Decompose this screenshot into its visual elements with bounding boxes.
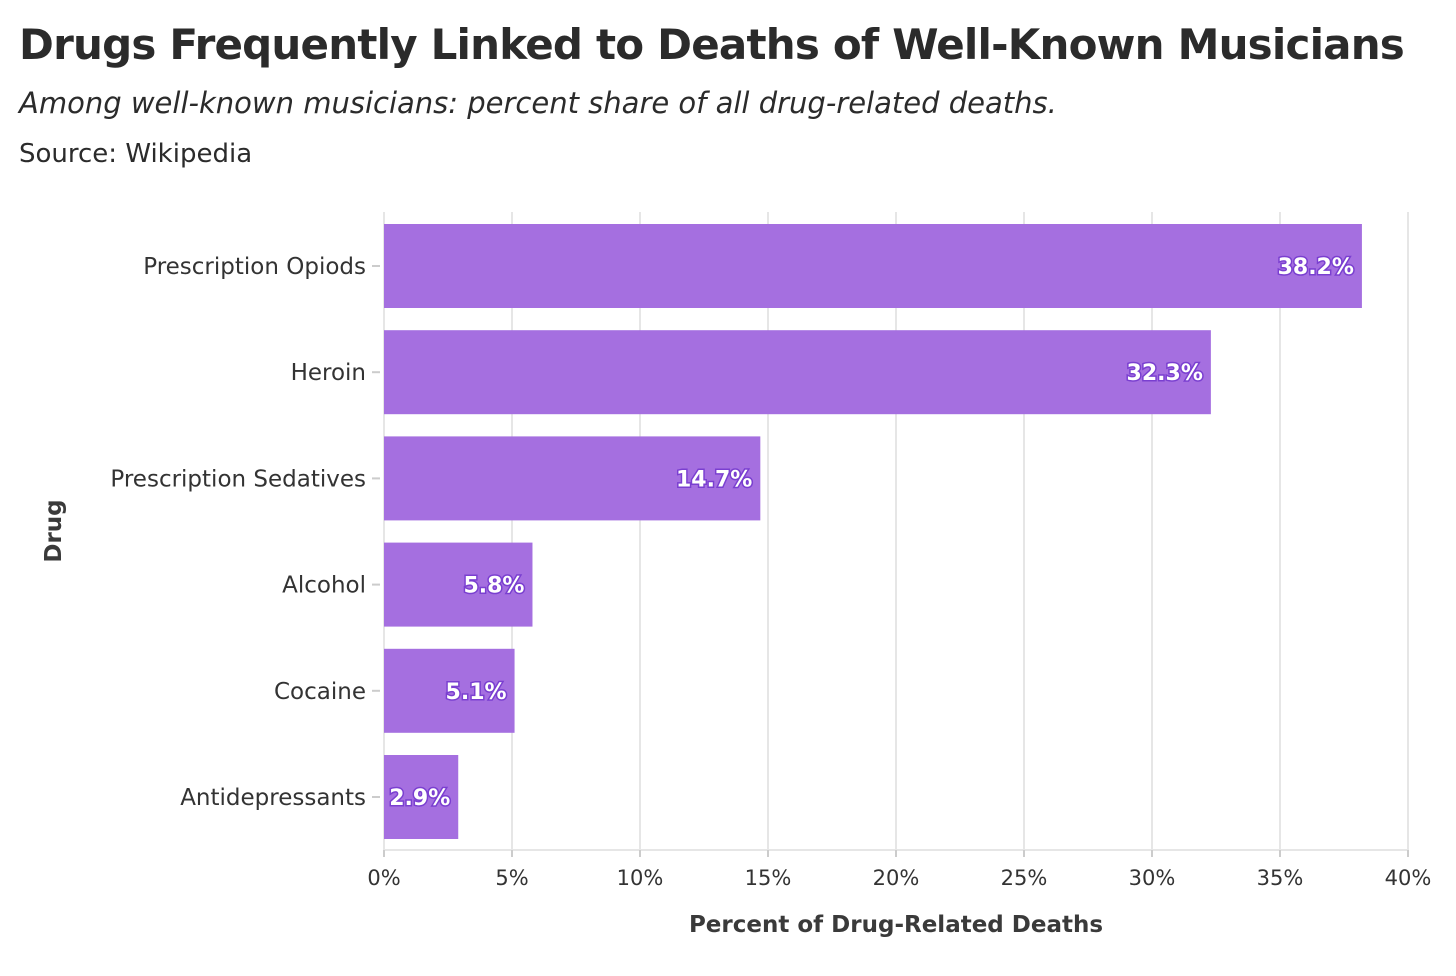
y-axis: Prescription Opiods Heroin Prescription Se… <box>110 254 380 811</box>
bar <box>384 542 533 627</box>
bar <box>384 330 1211 415</box>
y-tick-label: Prescription Sedatives <box>110 466 366 492</box>
x-axis-title: Percent of Drug-Related Deaths <box>689 912 1103 938</box>
x-tick-label: 20% <box>873 866 920 890</box>
y-tick-label: Antidepressants <box>180 785 366 811</box>
x-tick-label: 40% <box>1385 866 1432 890</box>
y-tick-label: Prescription Opiods <box>143 254 366 280</box>
data-label: 2.9% <box>389 786 450 811</box>
chart-subtitle: Among well-known musicians: percent shar… <box>19 86 1057 120</box>
data-label: 5.1% <box>446 680 507 705</box>
x-tick-label: 10% <box>617 866 664 890</box>
gridlines <box>383 212 1409 850</box>
bar <box>384 436 761 521</box>
x-tick-label: 0% <box>367 866 400 890</box>
bar <box>384 224 1362 308</box>
chart-source: Source: Wikipedia <box>19 139 253 169</box>
y-tick-label: Heroin <box>291 360 366 386</box>
bar <box>384 648 515 733</box>
x-tick-label: 15% <box>745 866 792 890</box>
bars <box>384 224 1362 839</box>
data-labels: 38.2% 32.3% 14.7% 5.8% 5.1% 2.9% <box>388 254 1356 813</box>
y-tick-label: Alcohol <box>282 573 366 599</box>
data-label: 14.7% <box>676 467 752 492</box>
x-tick-label: 5% <box>495 866 528 890</box>
bar <box>384 755 459 839</box>
y-tick-label: Cocaine <box>274 679 366 705</box>
x-tick-label: 35% <box>1257 866 1304 890</box>
chart-title: Drugs Frequently Linked to Deaths of Wel… <box>19 20 1405 69</box>
y-axis-title: Drug <box>41 499 67 562</box>
x-tick-label: 25% <box>1001 866 1048 890</box>
data-label: 5.8% <box>463 574 524 599</box>
x-tick-label: 30% <box>1129 866 1176 890</box>
x-axis: 0% 5% 10% 15% 20% 25% 30% 35% 40% <box>367 849 1432 890</box>
data-label: 32.3% <box>1127 361 1203 386</box>
data-label: 38.2% <box>1278 255 1354 280</box>
